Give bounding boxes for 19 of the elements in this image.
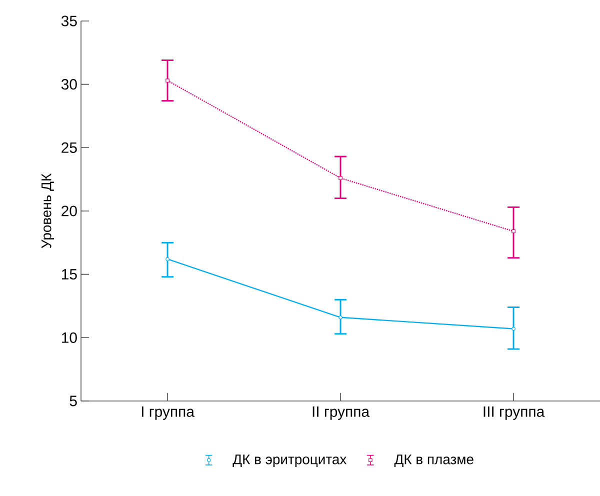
y-tick-label: 20 bbox=[62, 206, 77, 216]
legend-label: ДК в эритроцитах bbox=[232, 454, 347, 468]
x-tick-label: I группа bbox=[142, 406, 194, 420]
point bbox=[338, 315, 342, 320]
point bbox=[166, 78, 170, 82]
point bbox=[338, 176, 342, 180]
y-tick-label: 10 bbox=[62, 332, 77, 343]
point bbox=[166, 257, 170, 262]
legend-label: ДК в плазме bbox=[394, 454, 474, 467]
y-tick-label: 35 bbox=[61, 16, 77, 26]
y-tick-label: 15 bbox=[62, 269, 77, 280]
x-tick-label: II группа bbox=[312, 406, 370, 420]
y-axis-title: Уровень ДК bbox=[42, 174, 54, 248]
x-tick-label: III группа bbox=[484, 406, 545, 420]
point bbox=[512, 229, 516, 234]
y-tick-label: 30 bbox=[61, 79, 77, 90]
point bbox=[512, 326, 516, 331]
y-tick-label: 25 bbox=[62, 142, 77, 153]
y-tick-label: 5 bbox=[70, 396, 77, 406]
